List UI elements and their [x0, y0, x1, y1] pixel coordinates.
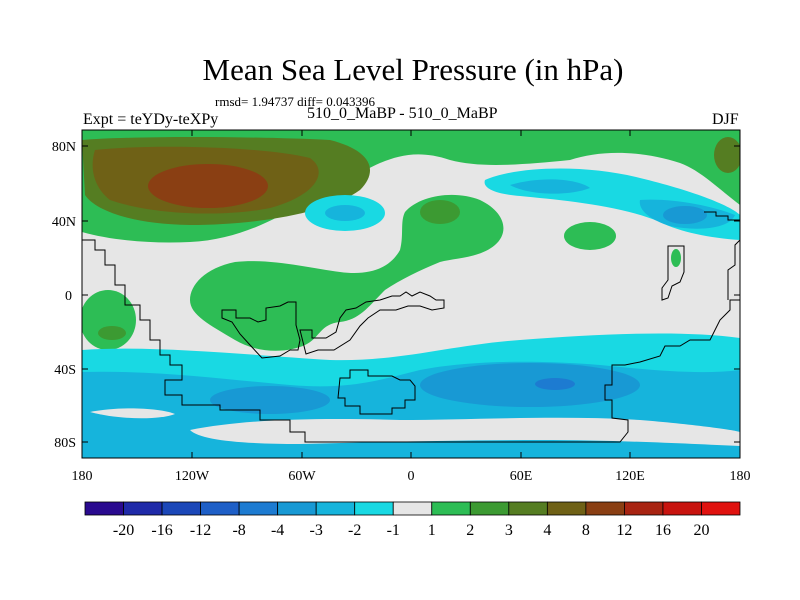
contour-sh-gray-streak: [190, 417, 740, 446]
pressure-field: [82, 130, 740, 458]
contour-green-pacific-island: [671, 249, 681, 267]
colorbar-box: [508, 501, 548, 516]
colorbar-label: -2: [348, 522, 361, 539]
lon-tick-label: 60W: [288, 469, 316, 484]
colorbar-box: [238, 501, 279, 516]
coastline-antarctic-shelf: [337, 369, 416, 415]
colorbar-label: -1: [387, 522, 400, 539]
colorbar-box: [161, 501, 201, 516]
season-label: DJF: [712, 111, 739, 128]
colorbar-box: [123, 501, 163, 516]
lat-tick-label: 40S: [54, 363, 76, 378]
contour-east-olive: [714, 137, 740, 173]
colorbar-box: [585, 501, 625, 516]
colorbar-label: 20: [693, 522, 709, 539]
colorbar-label: -8: [232, 522, 245, 539]
lon-tick-label: 120E: [615, 469, 645, 484]
coastline-central-island: [221, 301, 301, 359]
coastline-pacific-island: [661, 245, 685, 301]
contour-north-rust: [148, 164, 268, 208]
lon-tick-label: 120W: [175, 469, 210, 484]
contour-sh-gray-streak-2: [90, 408, 175, 419]
contour-nh-lightblue-west: [325, 205, 365, 221]
contour-olive-central: [420, 200, 460, 224]
contour-sh-blue-east: [420, 363, 640, 407]
colorbar-box: [701, 501, 741, 516]
coastline-east-edge: [727, 239, 741, 300]
colorbar-label: 4: [543, 522, 551, 539]
colorbar: -20 -16 -12 -8 -4 -3 -2 -1 1 2 3 4 8 12 16 20: [84, 501, 741, 539]
colorbar-label: 8: [582, 522, 590, 539]
contour-olive-west-equator: [98, 326, 126, 340]
colorbar-label: -3: [310, 522, 323, 539]
contour-sh-deepblue-east: [535, 378, 575, 390]
colorbar-box: [431, 501, 471, 516]
coastlines: [82, 211, 741, 443]
latitude-axis: 80N 40N 0 40S 80S: [52, 140, 740, 451]
colorbar-box: [624, 501, 664, 516]
lon-tick-label: 60E: [510, 469, 533, 484]
stats-text: rmsd= 1.94737 diff= 0.043396: [215, 94, 375, 109]
colorbar-box: [200, 501, 240, 516]
colorbar-box: [546, 501, 587, 516]
colorbar-box: [662, 501, 702, 516]
center-string: 510_0_MaBP - 510_0_MaBP: [307, 105, 498, 122]
contour-sh-lightblue-band: [82, 361, 740, 458]
colorbar-box: [84, 501, 124, 516]
colorbar-label: -4: [271, 522, 284, 539]
contour-green-east-small: [564, 222, 616, 250]
colorbar-label: 1: [428, 522, 436, 539]
contour-green-central: [190, 194, 504, 351]
colorbar-box: [354, 501, 394, 516]
colorbar-label: -20: [113, 522, 134, 539]
colorbar-label: -12: [190, 522, 211, 539]
colorbar-box: [469, 501, 510, 516]
colorbar-label: 16: [655, 522, 671, 539]
lat-tick-label: 0: [65, 289, 72, 304]
lat-tick-label: 40N: [52, 215, 76, 230]
contour-green-west-equator: [82, 290, 136, 350]
plot-title: Mean Sea Level Pressure (in hPa): [202, 52, 624, 87]
colorbar-box: [277, 501, 317, 516]
coastline-west: [82, 239, 740, 443]
colorbar-label: 12: [616, 522, 632, 539]
colorbar-label: 2: [466, 522, 474, 539]
longitude-axis: 180 120W 60W 0 60E 120E 180: [72, 130, 751, 484]
colorbar-box: [315, 501, 356, 516]
experiment-label: Expt = teYDy-teXPy: [83, 111, 219, 128]
contour-nh-blue-east: [663, 206, 707, 224]
contour-sh-blue-west: [210, 386, 330, 414]
lon-tick-label: 180: [72, 469, 93, 484]
coastline-east-high-lat: [704, 211, 740, 221]
colorbar-label: -16: [151, 522, 172, 539]
lon-tick-label: 180: [730, 469, 751, 484]
lon-tick-label: 0: [408, 469, 415, 484]
colorbar-box: [392, 501, 433, 516]
lat-tick-label: 80N: [52, 140, 76, 155]
lat-tick-label: 80S: [54, 436, 76, 451]
colorbar-label: 3: [505, 522, 513, 539]
coastline-central-east: [299, 291, 445, 355]
